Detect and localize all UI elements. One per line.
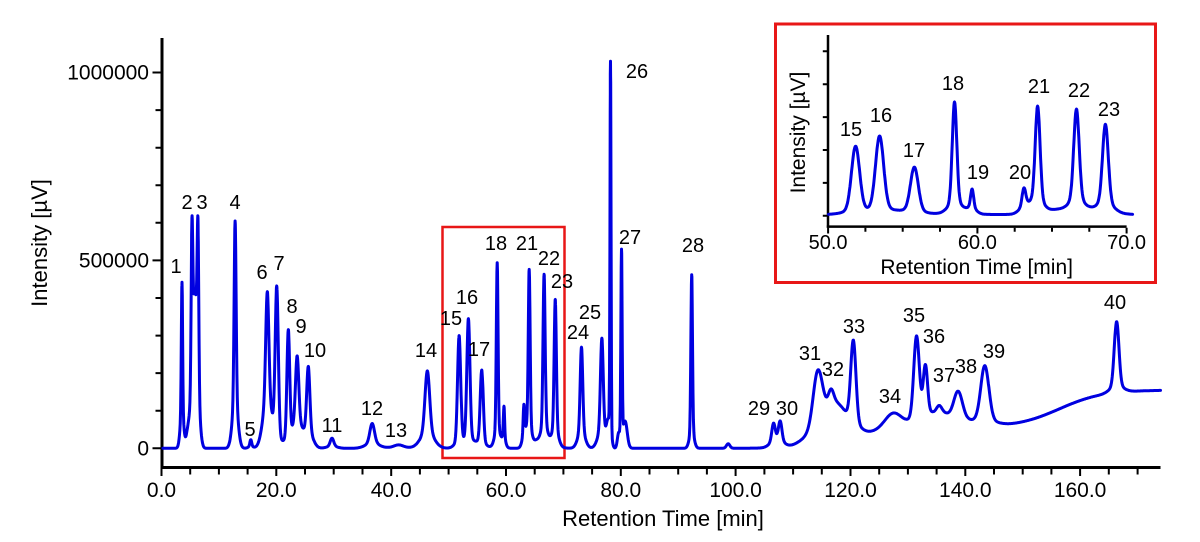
svg-text:22: 22 — [1068, 80, 1090, 102]
svg-text:19: 19 — [967, 162, 989, 184]
svg-text:3: 3 — [196, 192, 207, 214]
svg-text:80.0: 80.0 — [600, 479, 641, 502]
svg-text:60.0: 60.0 — [958, 232, 997, 254]
svg-text:38: 38 — [955, 356, 977, 378]
svg-text:17: 17 — [468, 339, 490, 361]
svg-text:18: 18 — [485, 233, 507, 255]
svg-text:36: 36 — [923, 326, 945, 348]
svg-text:29: 29 — [748, 398, 770, 420]
svg-text:23: 23 — [551, 271, 573, 293]
svg-text:16: 16 — [870, 105, 892, 127]
svg-text:28: 28 — [682, 235, 704, 257]
svg-text:11: 11 — [322, 415, 343, 437]
svg-text:15: 15 — [840, 119, 862, 141]
svg-text:50.0: 50.0 — [809, 232, 848, 254]
svg-text:40: 40 — [1104, 292, 1126, 314]
svg-text:26: 26 — [626, 61, 648, 83]
svg-text:8: 8 — [286, 296, 297, 318]
svg-text:Retention Time [min]: Retention Time [min] — [880, 256, 1073, 279]
svg-text:39: 39 — [983, 341, 1005, 363]
svg-text:Retention Time [min]: Retention Time [min] — [562, 506, 764, 531]
svg-text:140.0: 140.0 — [939, 479, 992, 502]
svg-text:60.0: 60.0 — [486, 479, 527, 502]
svg-text:2: 2 — [181, 192, 192, 214]
svg-text:0: 0 — [137, 437, 149, 460]
svg-text:31: 31 — [799, 343, 821, 365]
svg-text:5: 5 — [244, 419, 255, 441]
svg-text:30: 30 — [776, 398, 798, 420]
svg-text:Intensity [µV]: Intensity [µV] — [787, 72, 810, 194]
svg-text:4: 4 — [229, 192, 240, 214]
svg-text:1: 1 — [170, 256, 181, 278]
svg-text:21: 21 — [516, 233, 538, 255]
svg-text:33: 33 — [843, 316, 865, 338]
svg-text:13: 13 — [385, 420, 407, 442]
svg-text:120.0: 120.0 — [824, 479, 877, 502]
svg-text:27: 27 — [619, 227, 641, 249]
svg-text:40.0: 40.0 — [371, 479, 412, 502]
svg-text:37: 37 — [933, 365, 955, 387]
svg-text:35: 35 — [903, 305, 925, 327]
svg-text:24: 24 — [567, 322, 589, 344]
svg-text:25: 25 — [579, 302, 601, 324]
svg-text:23: 23 — [1098, 99, 1120, 121]
svg-text:100.0: 100.0 — [709, 479, 762, 502]
svg-text:0.0: 0.0 — [147, 479, 176, 502]
svg-text:14: 14 — [415, 340, 437, 362]
svg-text:10: 10 — [304, 340, 326, 362]
svg-text:6: 6 — [256, 262, 267, 284]
svg-text:34: 34 — [879, 386, 901, 408]
svg-text:Intensity [µV]: Intensity [µV] — [27, 179, 52, 307]
svg-text:7: 7 — [273, 253, 284, 275]
svg-text:18: 18 — [942, 73, 964, 95]
svg-text:1000000: 1000000 — [67, 62, 149, 85]
svg-text:70.0: 70.0 — [1107, 232, 1146, 254]
svg-text:22: 22 — [538, 248, 560, 270]
svg-text:21: 21 — [1028, 76, 1050, 98]
svg-text:160.0: 160.0 — [1054, 479, 1107, 502]
svg-text:17: 17 — [903, 140, 925, 162]
svg-text:15: 15 — [440, 308, 462, 330]
svg-text:12: 12 — [361, 398, 383, 420]
svg-text:9: 9 — [295, 316, 306, 338]
svg-text:32: 32 — [822, 359, 844, 381]
svg-text:20: 20 — [1009, 162, 1031, 184]
svg-text:16: 16 — [456, 287, 478, 309]
svg-text:20.0: 20.0 — [256, 479, 297, 502]
svg-text:500000: 500000 — [79, 249, 149, 272]
